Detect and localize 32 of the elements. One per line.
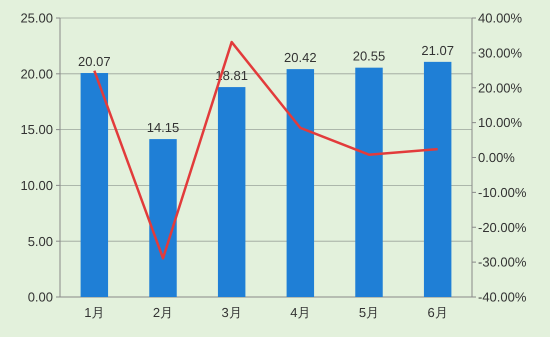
y2-tick-label: 0.00%	[478, 150, 516, 166]
bar	[424, 62, 452, 297]
x-tick-label: 6月	[428, 305, 448, 320]
x-tick-label: 2月	[152, 305, 174, 320]
y2-tick-label: 10.00%	[478, 115, 523, 130]
bar	[218, 87, 246, 297]
x-tick-label: 1月	[84, 305, 104, 320]
y2-tick-label: -40.00%	[478, 290, 527, 305]
y2-tick-label: -10.00%	[478, 184, 527, 200]
y2-tick-label: -20.00%	[478, 220, 527, 235]
y2-tick-label: -30.00%	[478, 254, 527, 270]
data-label: 14.15	[146, 120, 180, 136]
data-label: 21.07	[421, 42, 454, 58]
y-tick-label: 0.00	[28, 290, 53, 305]
y-tick-label: 25.00	[20, 10, 53, 26]
x-tick-label: 5月	[358, 305, 380, 320]
data-label: 20.42	[284, 50, 317, 66]
y2-tick-label: 30.00%	[478, 45, 523, 60]
bar	[80, 73, 108, 297]
y-tick-label: 20.00	[20, 66, 53, 82]
data-label: 20.07	[78, 54, 111, 70]
data-label: 20.55	[352, 48, 386, 64]
bar	[149, 139, 177, 297]
y-tick-label: 10.00	[20, 178, 53, 193]
x-tick-label: 4月	[290, 305, 310, 320]
y-tick-label: 15.00	[20, 122, 53, 138]
bar	[355, 68, 383, 297]
y-tick-label: 5.00	[28, 234, 53, 249]
x-tick-label: 3月	[222, 305, 242, 320]
y2-tick-label: 20.00%	[478, 80, 523, 96]
y2-tick-label: 40.00%	[478, 10, 523, 26]
bar	[286, 69, 314, 297]
